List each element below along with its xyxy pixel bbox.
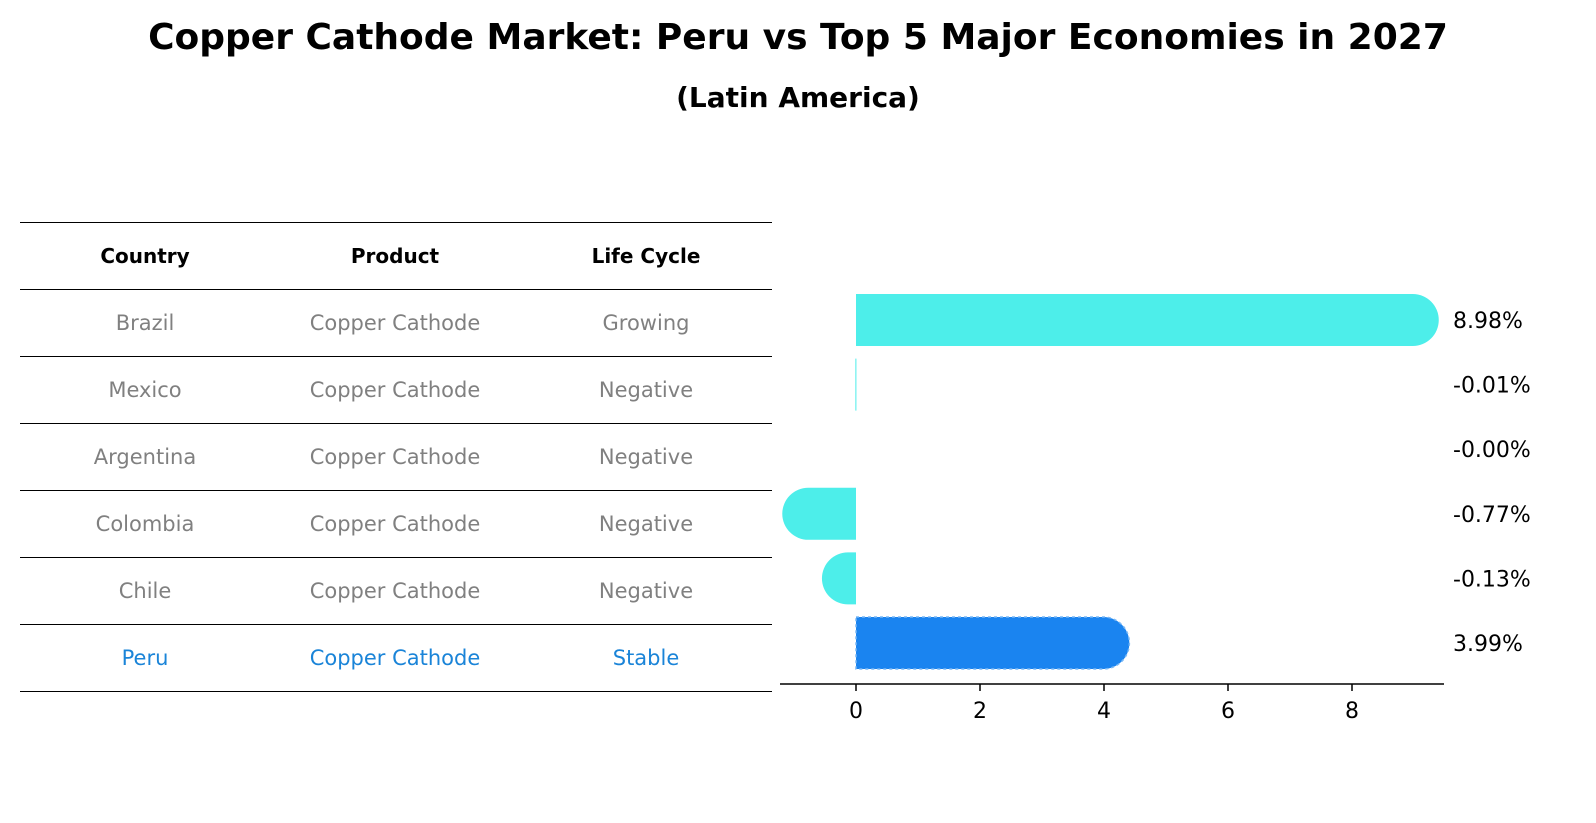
value-label-brazil: 8.98% [1453,309,1523,334]
country-cell: Peru [121,646,169,670]
life-cycle-cell: Growing [602,311,690,335]
x-tick-label: 2 [973,699,987,724]
country-cell: Argentina [93,445,197,469]
chart-subtitle: (Latin America) [676,81,920,114]
bar-brazil [856,294,1439,346]
table-row: Colombia Copper Cathode Negative [20,490,772,557]
life-cycle-cell: Negative [598,445,694,469]
bar-mexico [855,358,857,411]
value-label-colombia: -0.77% [1453,503,1531,528]
x-tick-label: 6 [1221,699,1235,724]
chart-title: Copper Cathode Market: Peru vs Top 5 Maj… [148,17,1448,58]
comparison-table: Country Product Life Cycle Brazil Copper… [20,222,772,692]
country-cell: Mexico [108,378,182,402]
life-cycle-cell: Stable [612,646,680,670]
x-tick-label: 0 [849,699,863,724]
table-row: Mexico Copper Cathode Negative [20,356,772,423]
country-cell: Brazil [115,311,175,335]
country-cell: Colombia [95,512,195,536]
table-row: Argentina Copper Cathode Negative [20,423,772,490]
product-cell: Copper Cathode [309,579,481,603]
product-cell: Copper Cathode [309,445,481,469]
life-cycle-cell: Negative [598,579,694,603]
bar-chile [821,552,856,605]
table-row-highlighted: Peru Copper Cathode Stable [20,624,772,692]
product-cell: Copper Cathode [309,646,481,670]
bar-peru [855,616,1131,670]
table-row: Chile Copper Cathode Negative [20,557,772,624]
life-cycle-cell: Negative [598,512,694,536]
value-label-peru: 3.99% [1453,632,1523,657]
product-cell: Copper Cathode [309,512,481,536]
country-cell: Chile [118,579,172,603]
product-cell: Copper Cathode [309,378,481,402]
life-cycle-cell: Negative [598,378,694,402]
table-header-row: Country Product Life Cycle [20,222,772,289]
product-cell: Copper Cathode [309,311,481,335]
header-country: Country [100,244,190,268]
x-tick-label: 4 [1097,699,1111,724]
header-product: Product [350,244,440,268]
table-row: Brazil Copper Cathode Growing [20,289,772,356]
value-label-chile: -0.13% [1453,567,1531,592]
value-label-argentina: -0.00% [1453,438,1531,463]
value-label-mexico: -0.01% [1453,374,1531,399]
bar-chart: 8.98% -0.01% -0.00% -0.77% -0.13% 3.99% 0 2 4 6 8 [780,294,1531,724]
header-life-cycle: Life Cycle [591,244,701,268]
x-tick-label: 8 [1345,699,1359,724]
bar-colombia [782,487,856,540]
